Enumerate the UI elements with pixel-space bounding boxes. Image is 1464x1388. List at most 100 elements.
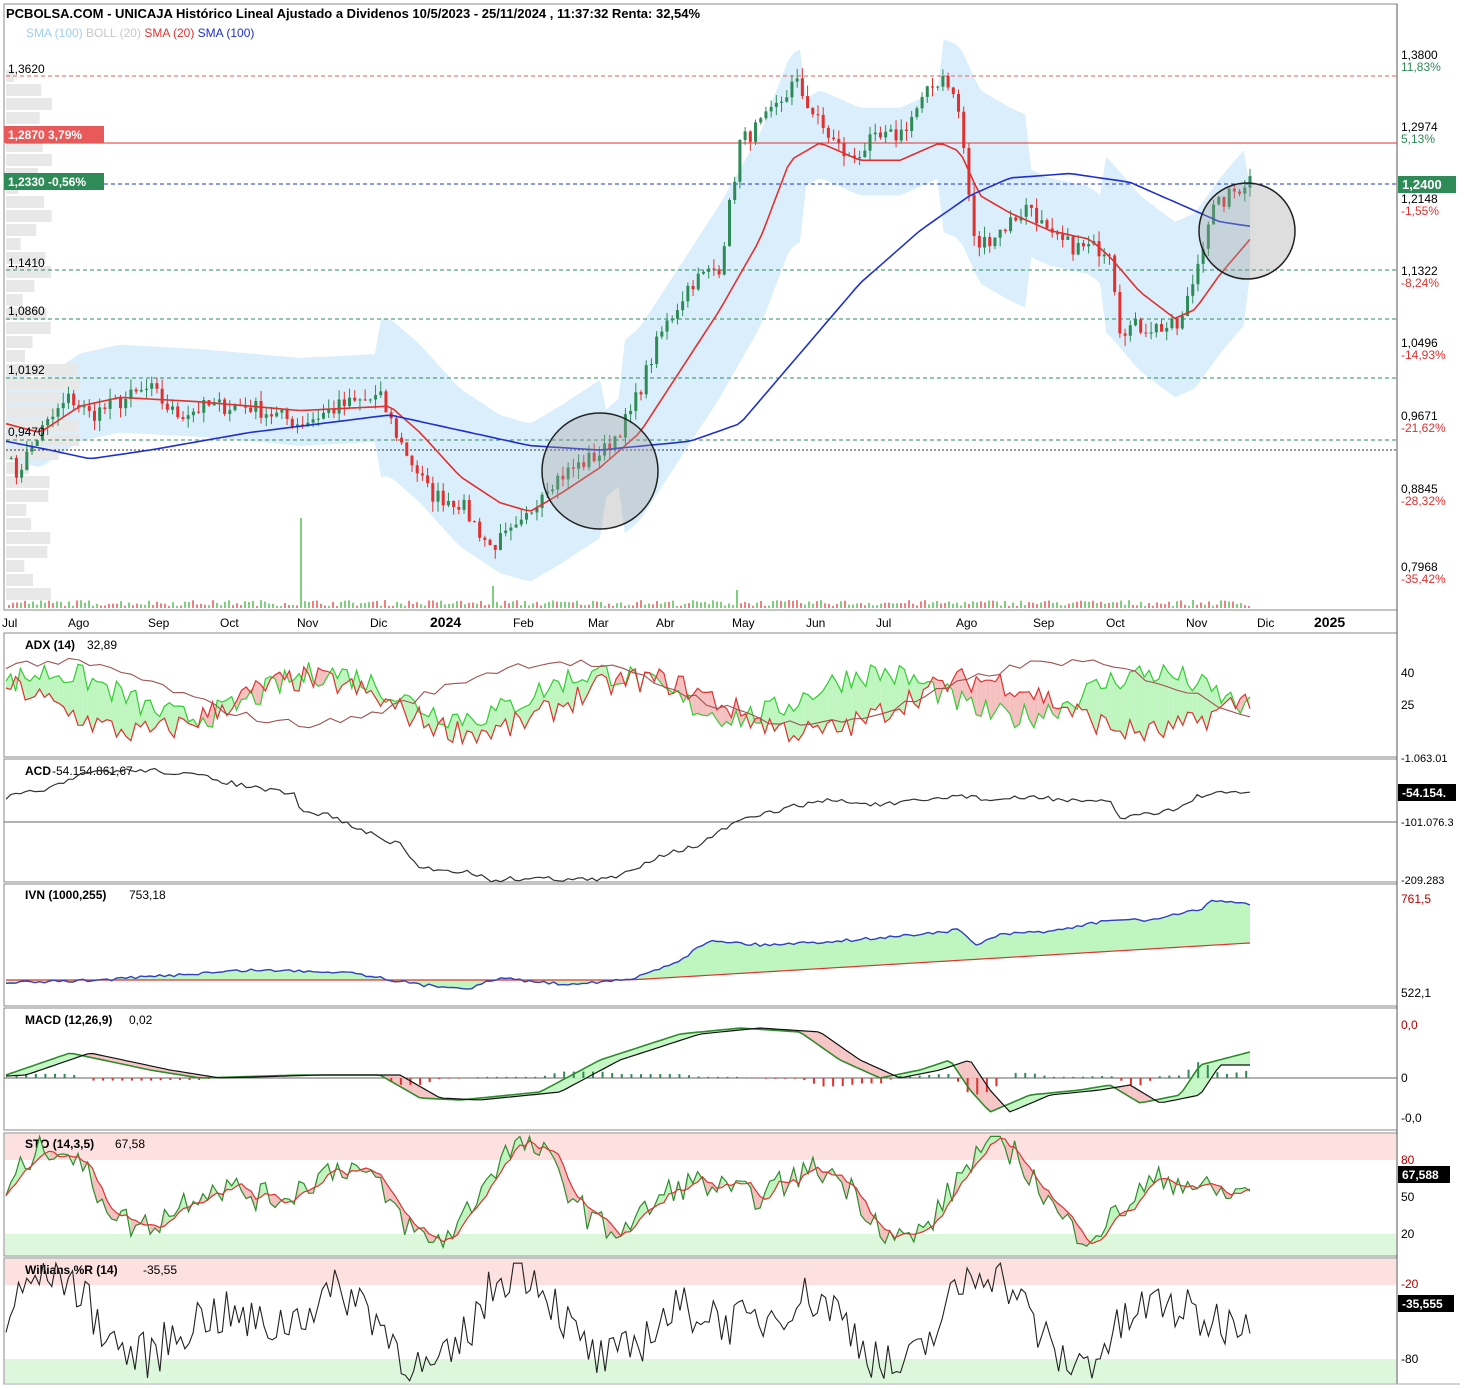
acd-line bbox=[5, 767, 1251, 883]
candle-body bbox=[46, 419, 50, 426]
macd-histogram-bar bbox=[841, 1078, 844, 1087]
candle-body bbox=[197, 411, 201, 413]
volume-bar bbox=[812, 603, 814, 608]
x-axis-label: Mar bbox=[588, 616, 609, 630]
volume-bar bbox=[1176, 601, 1178, 608]
adx-fill bbox=[495, 698, 501, 727]
volume-bar bbox=[124, 605, 126, 608]
chart-title: PCBOLSA.COM - UNICAJA Histórico Lineal A… bbox=[6, 6, 701, 21]
sto-fill bbox=[1043, 1187, 1049, 1204]
adx-fill bbox=[1062, 701, 1068, 708]
volume-bar bbox=[524, 600, 526, 608]
adx-fill bbox=[990, 680, 996, 719]
volume-bar bbox=[736, 590, 738, 608]
price-tick-label: 1,1322 bbox=[1401, 264, 1438, 278]
williams-line bbox=[5, 1261, 1251, 1382]
macd-histogram-bar bbox=[63, 1073, 66, 1078]
candle-body bbox=[290, 418, 294, 427]
candle-body bbox=[780, 101, 784, 103]
volume-bar bbox=[1124, 604, 1126, 608]
volume-bar bbox=[232, 605, 234, 608]
panel-title: ADX (14) bbox=[25, 638, 75, 652]
macd-histogram-bar bbox=[1158, 1076, 1161, 1078]
volume-bar bbox=[696, 601, 698, 608]
volume-bar bbox=[884, 602, 886, 608]
candle-body bbox=[353, 397, 357, 401]
sto-fill bbox=[611, 1223, 616, 1238]
sto-fill bbox=[15, 1156, 21, 1185]
candle-body bbox=[608, 443, 612, 451]
candle-body bbox=[223, 399, 227, 414]
sto-fill bbox=[635, 1206, 640, 1227]
macd-histogram-bar bbox=[495, 1076, 498, 1078]
adx-fill bbox=[880, 668, 885, 723]
candle-body bbox=[509, 527, 513, 531]
volume-bar bbox=[1192, 600, 1194, 608]
x-axis-label: Abr bbox=[656, 616, 675, 630]
macd-fill bbox=[827, 1037, 833, 1055]
candle-body bbox=[103, 407, 107, 409]
volume-bar bbox=[180, 605, 182, 608]
candle-body bbox=[504, 530, 508, 534]
wr-badge bbox=[1398, 1295, 1454, 1312]
volume-bar bbox=[988, 600, 990, 608]
volume-bar bbox=[300, 518, 302, 608]
macd-histogram-bar bbox=[1139, 1078, 1142, 1086]
candle-body bbox=[400, 437, 404, 443]
volume-bar bbox=[1196, 604, 1198, 608]
volume-bar bbox=[844, 600, 846, 608]
sto-fill bbox=[918, 1224, 924, 1234]
sto-fill bbox=[10, 1174, 16, 1190]
adx-fill bbox=[1038, 688, 1044, 719]
volume-bar bbox=[996, 601, 998, 608]
adx-fill bbox=[592, 668, 597, 686]
volume-profile-bar bbox=[6, 588, 51, 600]
volume-bar bbox=[824, 603, 826, 608]
macd-histogram-bar bbox=[1187, 1069, 1190, 1078]
candle-body bbox=[832, 137, 836, 140]
volume-bar bbox=[400, 603, 402, 608]
adx-fill bbox=[1000, 674, 1005, 708]
candle-body bbox=[785, 97, 789, 102]
volume-profile-bar bbox=[6, 252, 46, 264]
candle-body bbox=[795, 78, 799, 82]
candle-body bbox=[592, 452, 596, 462]
volume-bar bbox=[636, 602, 638, 608]
level-label: 1,0192 bbox=[8, 363, 45, 377]
sto-fill bbox=[937, 1200, 943, 1220]
volume-bar bbox=[396, 601, 398, 608]
volume-bar bbox=[596, 601, 598, 608]
candle-body bbox=[1139, 319, 1143, 333]
adx-fill bbox=[851, 672, 857, 736]
panel-value: -54.154.861,67 bbox=[52, 764, 133, 778]
candle-body bbox=[998, 229, 1002, 238]
macd-histogram-bar bbox=[1110, 1076, 1113, 1078]
candle-body bbox=[571, 467, 575, 469]
candle-body bbox=[108, 398, 112, 409]
macd-fill bbox=[428, 1091, 434, 1099]
macd-histogram-bar bbox=[1033, 1073, 1036, 1078]
adx-fill bbox=[985, 680, 991, 719]
volume-bar bbox=[708, 604, 710, 608]
macd-fill bbox=[1019, 1097, 1025, 1108]
volume-bar bbox=[980, 601, 982, 608]
volume-bar bbox=[640, 600, 642, 608]
volume-bar bbox=[1004, 600, 1006, 608]
candle-body bbox=[20, 469, 24, 478]
x-axis-label: Jul bbox=[2, 616, 17, 630]
volume-bar bbox=[196, 604, 198, 608]
volume-bar bbox=[376, 600, 378, 608]
volume-bar bbox=[1084, 601, 1086, 608]
macd-fill bbox=[1187, 1076, 1193, 1098]
candle-body bbox=[316, 418, 320, 420]
macd-fill bbox=[1029, 1094, 1034, 1104]
volume-bar bbox=[28, 603, 30, 608]
candle-body bbox=[629, 410, 633, 415]
volume-bar bbox=[356, 605, 358, 608]
sto-fill bbox=[342, 1171, 347, 1179]
macd-histogram-bar bbox=[640, 1074, 643, 1078]
wr-overbought-zone bbox=[5, 1259, 1396, 1285]
volume-bar bbox=[580, 604, 582, 608]
volume-profile-bar bbox=[6, 238, 21, 250]
volume-bar bbox=[24, 600, 26, 608]
